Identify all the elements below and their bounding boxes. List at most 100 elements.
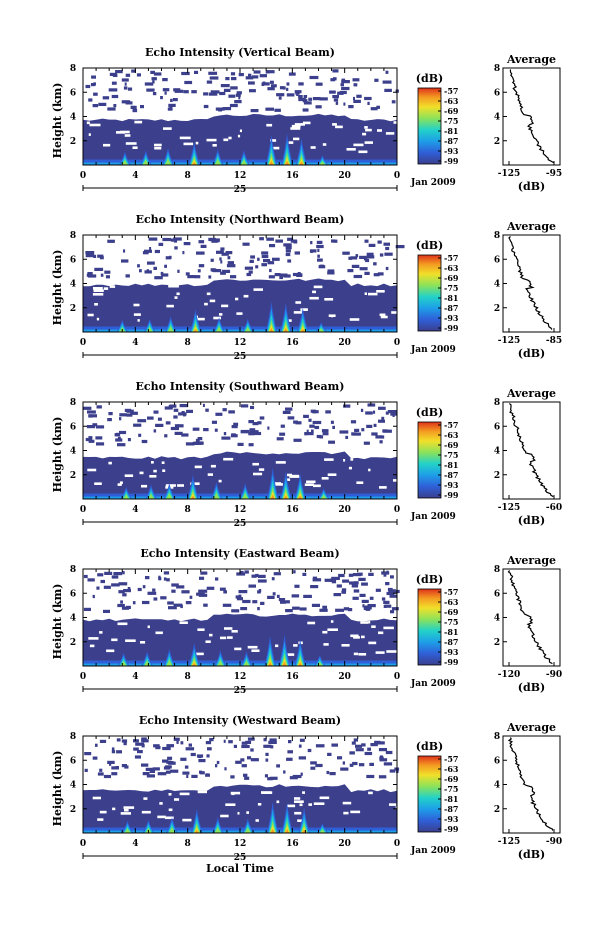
echo-cell [366, 252, 374, 256]
gap-cell [350, 810, 361, 814]
echo-cell [391, 100, 396, 104]
gap-cell [368, 292, 378, 296]
cloud-layer [83, 278, 397, 332]
gap-cell [291, 124, 301, 128]
echo-cell [248, 443, 254, 447]
echo-cell [147, 261, 155, 265]
echo-cell [122, 571, 125, 575]
echo-cell [153, 744, 160, 748]
echo-cell [186, 409, 193, 413]
echo-cell [307, 748, 312, 753]
echo-cell [205, 773, 209, 777]
gap-cell [88, 133, 91, 136]
echo-cell [383, 762, 393, 766]
echo-cell [312, 576, 318, 580]
gap-cell [312, 290, 316, 294]
colorbar-tick-label: -57 [444, 86, 458, 96]
gap-cell [275, 644, 279, 648]
x-tick-label: 8 [185, 839, 191, 849]
echo-cell [377, 272, 384, 276]
echo-cell [155, 423, 164, 427]
echo-cell [341, 588, 347, 592]
echo-cell [184, 80, 193, 85]
echo-cell [220, 249, 223, 253]
echo-cell [251, 574, 257, 578]
x-tick-label: 4 [132, 672, 138, 682]
echo-cell [107, 418, 112, 422]
colorbar-tick-label: -75 [444, 617, 458, 627]
echo-cell [158, 242, 164, 246]
echo-cell [123, 742, 127, 746]
gap-cell [179, 792, 190, 796]
echo-cell [228, 94, 236, 98]
echo-cell [111, 766, 119, 770]
echo-cell [267, 426, 270, 430]
gap-cell [195, 141, 199, 145]
echo-cell [235, 595, 242, 599]
gap-cell [294, 800, 304, 803]
echo-cell [160, 271, 164, 276]
panel-1: Echo Intensity (Northward Beam) 2 4 6 8 Heigh… [51, 213, 562, 362]
echo-cell [340, 83, 344, 87]
panel-2: Echo Intensity (Southward Beam) 2 4 6 8 Heigh… [51, 380, 562, 529]
echo-cell [182, 251, 185, 255]
x-tick-label: 12 [234, 171, 247, 181]
gap-cell [266, 123, 273, 127]
x-tick-label: 20 [338, 505, 351, 515]
echo-cell [174, 246, 178, 250]
gap-cell [376, 290, 385, 293]
echo-cell [234, 100, 242, 104]
echo-cell [309, 75, 319, 80]
y-tick-label: 2 [70, 805, 76, 815]
echo-cell [114, 433, 121, 437]
colorbar-tick-label: -99 [444, 156, 459, 166]
gap-cell [353, 636, 360, 639]
gap-cell [342, 801, 352, 805]
panel-title: Echo Intensity (Eastward Beam) [140, 547, 339, 560]
colorbar-tick-label: -87 [444, 136, 458, 146]
y-axis-label: Height (km) [51, 250, 64, 326]
echo-cell [206, 586, 215, 590]
gap-cell [132, 146, 138, 149]
echo-cell [150, 70, 155, 74]
echo-cell [173, 239, 178, 243]
echo-cell [299, 607, 307, 611]
echo-cell [247, 737, 255, 741]
echo-cell [176, 740, 179, 744]
echo-cell [152, 767, 160, 771]
echo-cell [365, 258, 370, 263]
gap-cell [364, 126, 368, 129]
echo-cell [109, 762, 112, 766]
echo-cell [104, 571, 113, 575]
echo-cell [111, 575, 119, 579]
x-tick-label: 0 [80, 338, 86, 348]
gap-cell [371, 625, 376, 628]
y-tick-label: 8 [70, 732, 76, 742]
echo-cell [269, 244, 276, 248]
echo-cell [227, 261, 234, 265]
echo-cell [359, 267, 368, 271]
gap-cell [395, 806, 403, 809]
colorbar-tick-label: -75 [444, 116, 458, 126]
echo-cell [321, 429, 329, 433]
gap-cell [93, 289, 104, 292]
gap-cell [228, 136, 232, 140]
echo-cell [272, 257, 280, 261]
echo-cell [127, 87, 133, 91]
gap-cell [385, 132, 395, 135]
echo-cell [287, 237, 294, 241]
echo-cell [309, 249, 317, 253]
y-tick-label: 6 [70, 756, 76, 766]
echo-cell [294, 251, 300, 255]
echo-cell [298, 95, 303, 99]
echo-cell [252, 600, 258, 604]
echo-cell [359, 255, 367, 259]
echo-cell [229, 103, 238, 108]
echo-cell [211, 420, 217, 424]
echo-cell [245, 740, 252, 744]
gap-cell [119, 481, 123, 484]
gap-cell [225, 803, 236, 806]
gap-cell [88, 637, 99, 640]
echo-cell [269, 776, 278, 780]
echo-cell [309, 424, 315, 428]
